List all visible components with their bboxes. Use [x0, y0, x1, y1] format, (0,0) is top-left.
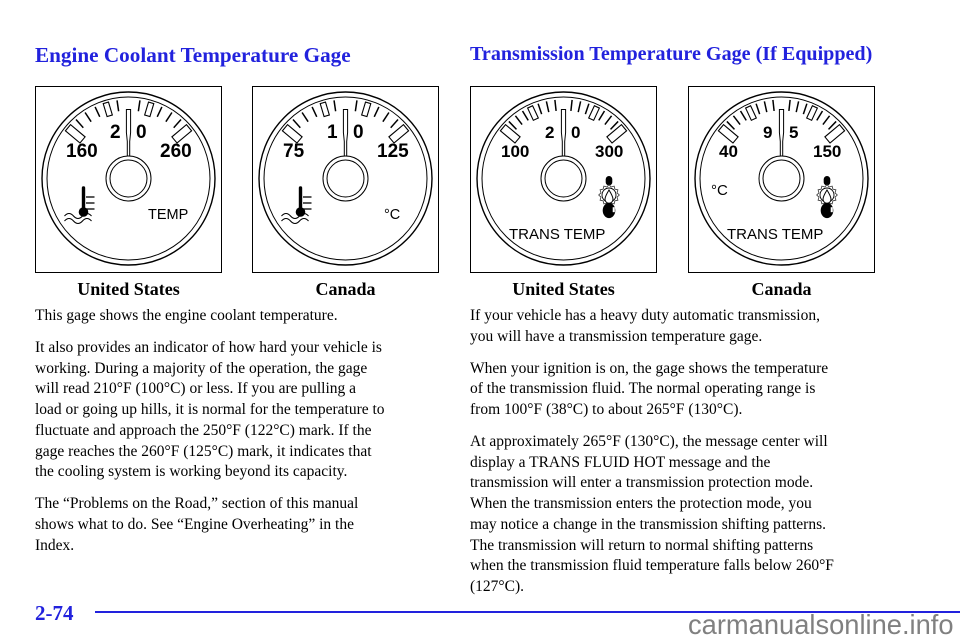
svg-text:2: 2	[110, 122, 121, 143]
svg-text:150: 150	[813, 142, 841, 161]
svg-text:2: 2	[545, 123, 554, 142]
svg-text:TEMP: TEMP	[148, 207, 188, 223]
svg-text:1: 1	[327, 122, 338, 143]
svg-text:TRANS TEMP: TRANS TEMP	[509, 226, 605, 243]
svg-text:40: 40	[719, 142, 738, 161]
svg-text:0: 0	[571, 123, 580, 142]
svg-text:°C: °C	[384, 207, 400, 223]
svg-text:260: 260	[160, 141, 192, 162]
svg-text:160: 160	[66, 141, 98, 162]
svg-text:0: 0	[136, 122, 147, 143]
svg-text:125: 125	[377, 141, 409, 162]
svg-text:5: 5	[789, 123, 798, 142]
svg-text:TRANS TEMP: TRANS TEMP	[727, 226, 823, 243]
svg-text:75: 75	[283, 141, 305, 162]
svg-text:0: 0	[353, 122, 364, 143]
svg-text:9: 9	[763, 123, 772, 142]
svg-text:300: 300	[595, 142, 623, 161]
svg-text:100: 100	[501, 142, 529, 161]
svg-text:°C: °C	[711, 182, 728, 199]
